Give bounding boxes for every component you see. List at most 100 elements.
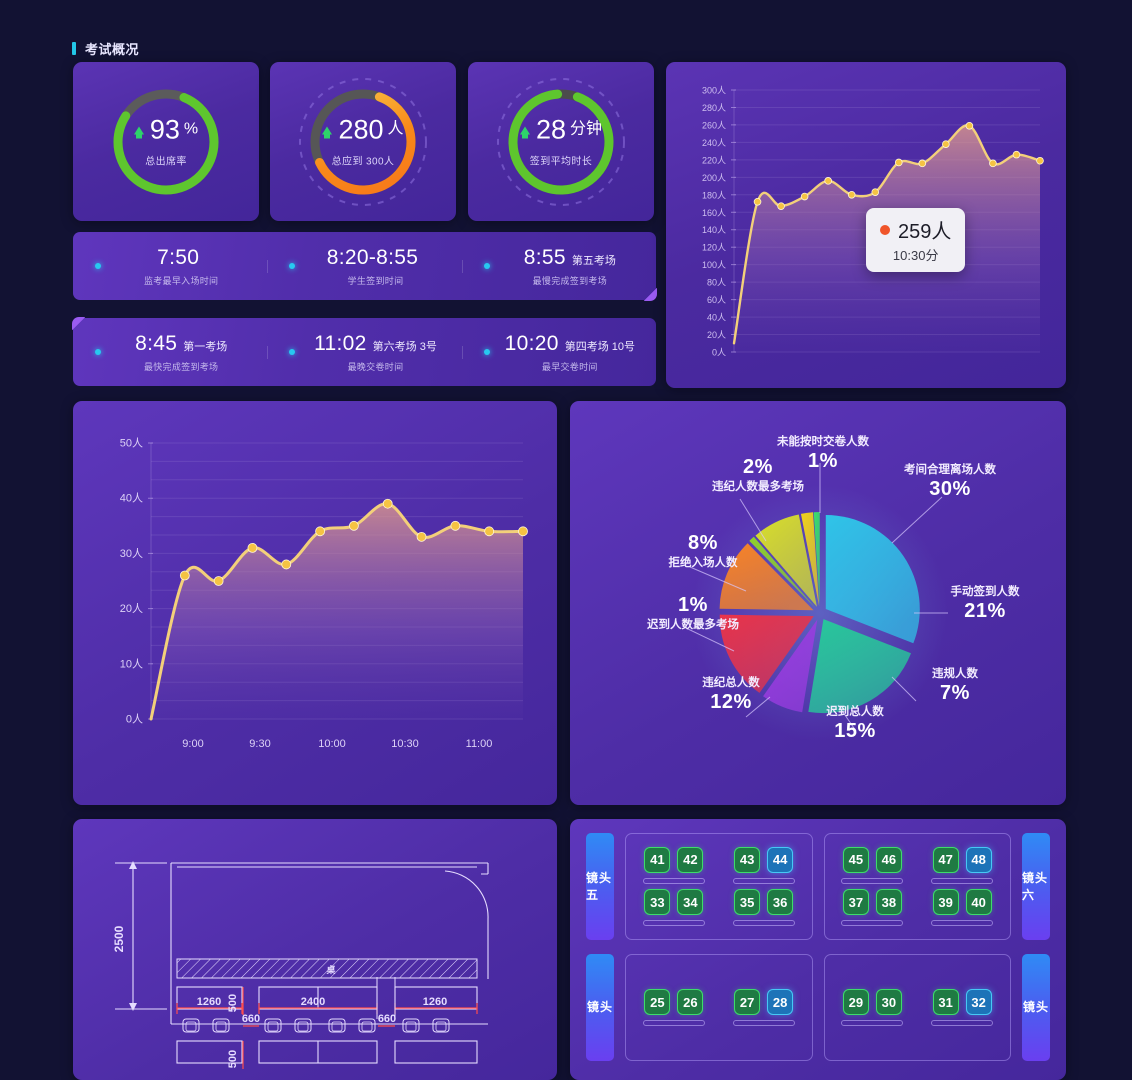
- chart-card-pie[interactable]: 未能按时交卷人数 1% 考间合理离场人数 30% 手动签到人数 21% 违规人数…: [570, 401, 1066, 805]
- chair-group: 29 30: [842, 989, 902, 1015]
- gauge-card-total-arrived[interactable]: 280 人 总应到 300人: [270, 62, 456, 221]
- pie-label-pct: 7%: [940, 682, 970, 705]
- timeline-subtitle: 最慢完成签到考场: [532, 275, 608, 286]
- timeline-item[interactable]: 8:55 第五考场 最慢完成签到考场: [461, 246, 656, 287]
- seat-28[interactable]: 28: [767, 989, 794, 1015]
- seat-41[interactable]: 41: [644, 846, 671, 873]
- seat-27[interactable]: 27: [734, 989, 761, 1015]
- section-header: 考试概况: [72, 39, 139, 58]
- timeline-main: 8:45 第一考场: [111, 332, 251, 356]
- camera-label-right[interactable]: 镜头: [1022, 954, 1050, 1061]
- pie-label-name: 违纪总人数: [702, 677, 760, 689]
- seat-43[interactable]: 43: [734, 846, 761, 873]
- seat-33[interactable]: 33: [644, 889, 671, 916]
- seat-46[interactable]: 46: [875, 846, 902, 873]
- desk: [642, 1020, 705, 1026]
- seat-42[interactable]: 42: [677, 846, 704, 873]
- seat-grid-card[interactable]: 镜头五 41 42 43 44 33 34 35 36 45 46 47 48 37 38 39 40 镜头六 镜头…: [570, 819, 1066, 1080]
- seat-40[interactable]: 40: [965, 889, 992, 916]
- pie-label-pct: 2%: [743, 456, 773, 478]
- desk-pair: 35 36: [732, 889, 795, 927]
- timeline-time: 8:20-8:55: [326, 245, 419, 269]
- timeline-text: 8:55 第五考场 最慢完成签到考场: [500, 246, 656, 287]
- chair-group: 37 38: [842, 889, 902, 916]
- desk-pair: 37 38: [841, 889, 904, 927]
- svg-text:300人: 300人: [702, 86, 726, 96]
- seat-25[interactable]: 25: [644, 989, 671, 1015]
- pie-chart: [687, 463, 948, 741]
- desk: [841, 877, 904, 884]
- svg-text:桌: 桌: [326, 964, 336, 975]
- seat-44[interactable]: 44: [767, 846, 794, 873]
- svg-text:9:30: 9:30: [249, 738, 270, 750]
- desk-pair: 33 34: [642, 889, 705, 927]
- gauge-card-avg-checkin[interactable]: 28 分钟 签到平均时长: [468, 62, 654, 221]
- camera-label-left[interactable]: 镜头五: [586, 833, 614, 940]
- desk-row: 29 30 31 32: [833, 989, 1003, 1026]
- section-marker-icon: [72, 42, 76, 55]
- seat-39[interactable]: 39: [932, 889, 959, 916]
- floor-plan-card[interactable]: 桌 2500 1260 2400 1260 500 500 660 660: [73, 819, 557, 1080]
- chart-card-attendance-small[interactable]: 0人 10人 20人 30人 40人 50人 9:00 9:30 10:00 10:30 11:00: [73, 401, 557, 805]
- seat-block: 29 30 31 32: [823, 954, 1011, 1061]
- svg-text:660: 660: [242, 1013, 260, 1025]
- desk: [841, 920, 904, 927]
- svg-text:160人: 160人: [702, 208, 726, 218]
- timeline-item[interactable]: 10:20 第四考场 10号 最早交卷时间: [461, 332, 656, 373]
- bullet-dot-icon: [289, 263, 296, 269]
- svg-text:660: 660: [378, 1013, 396, 1025]
- svg-text:500: 500: [227, 1050, 239, 1068]
- desk-pair: 29 30: [841, 989, 904, 1026]
- seat-30[interactable]: 30: [875, 989, 902, 1015]
- seat-31[interactable]: 31: [932, 989, 959, 1015]
- seat-row: 镜头五 41 42 43 44 33 34 35 36 45 46 47 48 37 38 39 40 镜头六: [586, 833, 1050, 940]
- desk: [732, 1020, 795, 1026]
- timeline-room: 第一考场: [183, 340, 228, 353]
- timeline-item[interactable]: 11:02 第六考场 3号 最晚交卷时间: [267, 332, 461, 373]
- timeline-item[interactable]: 7:50 监考最早入场时间: [73, 246, 267, 287]
- svg-text:40人: 40人: [707, 313, 726, 323]
- seat-35[interactable]: 35: [734, 889, 761, 916]
- pie-label-8: 2% 违纪人数最多考场: [688, 455, 828, 494]
- camera-label-right[interactable]: 镜头六: [1022, 833, 1050, 940]
- seat-48[interactable]: 48: [965, 846, 992, 873]
- camera-label-left[interactable]: 镜头: [586, 954, 614, 1061]
- gauge-card-attendance-rate[interactable]: 93% 总出席率: [73, 62, 259, 221]
- bullet-dot-icon: [483, 263, 490, 269]
- desk-pair: 41 42: [642, 846, 705, 884]
- seat-26[interactable]: 26: [677, 989, 704, 1015]
- strip-corner-accent: [644, 288, 657, 301]
- chart-tooltip: 259人 10:30分: [866, 208, 966, 272]
- pie-label-0: 未能按时交卷人数 1%: [748, 435, 898, 474]
- seat-47[interactable]: 47: [932, 846, 959, 873]
- pie-label-pct: 21%: [964, 600, 1006, 623]
- chair-group: 45 46: [842, 846, 902, 873]
- timeline-room: 第四考场 10号: [564, 340, 635, 353]
- seat-36[interactable]: 36: [767, 889, 794, 916]
- seat-blocks: 25 26 27 28 29 30 31 32: [625, 954, 1011, 1061]
- timeline-main: 7:50: [111, 246, 251, 270]
- timeline-room: 第六考场 3号: [372, 340, 437, 353]
- desk: [732, 877, 795, 884]
- chart-card-attendance-large[interactable]: 0人 20人 40人 60人 80人 100人 120人 140人 160人 180人 200人 22…: [666, 62, 1066, 388]
- svg-text:80人: 80人: [707, 278, 726, 288]
- svg-text:2500: 2500: [112, 925, 126, 952]
- seat-34[interactable]: 34: [677, 889, 704, 916]
- timeline-item[interactable]: 8:45 第一考场 最快完成签到考场: [73, 332, 267, 373]
- seat-38[interactable]: 38: [875, 889, 902, 916]
- seat-32[interactable]: 32: [965, 989, 992, 1015]
- pie-label-1: 考间合理离场人数 30%: [870, 463, 1030, 502]
- seat-45[interactable]: 45: [842, 846, 869, 873]
- svg-text:10:30: 10:30: [391, 738, 419, 750]
- seat-block: 41 42 43 44 33 34 35 36: [625, 833, 813, 940]
- seat-37[interactable]: 37: [842, 889, 869, 916]
- svg-text:120人: 120人: [702, 243, 726, 253]
- timeline-subtitle: 最晚交卷时间: [347, 361, 404, 372]
- seat-29[interactable]: 29: [842, 989, 869, 1015]
- timeline-text: 10:20 第四考场 10号 最早交卷时间: [500, 332, 656, 373]
- timeline-text: 7:50 监考最早入场时间: [111, 246, 267, 287]
- timeline-item[interactable]: 8:20-8:55 学生签到时间: [267, 246, 461, 287]
- pie-label-2: 手动签到人数 21%: [920, 585, 1050, 624]
- timeline-main: 8:20-8:55: [305, 246, 445, 270]
- pie-label-pct: 1%: [678, 594, 708, 616]
